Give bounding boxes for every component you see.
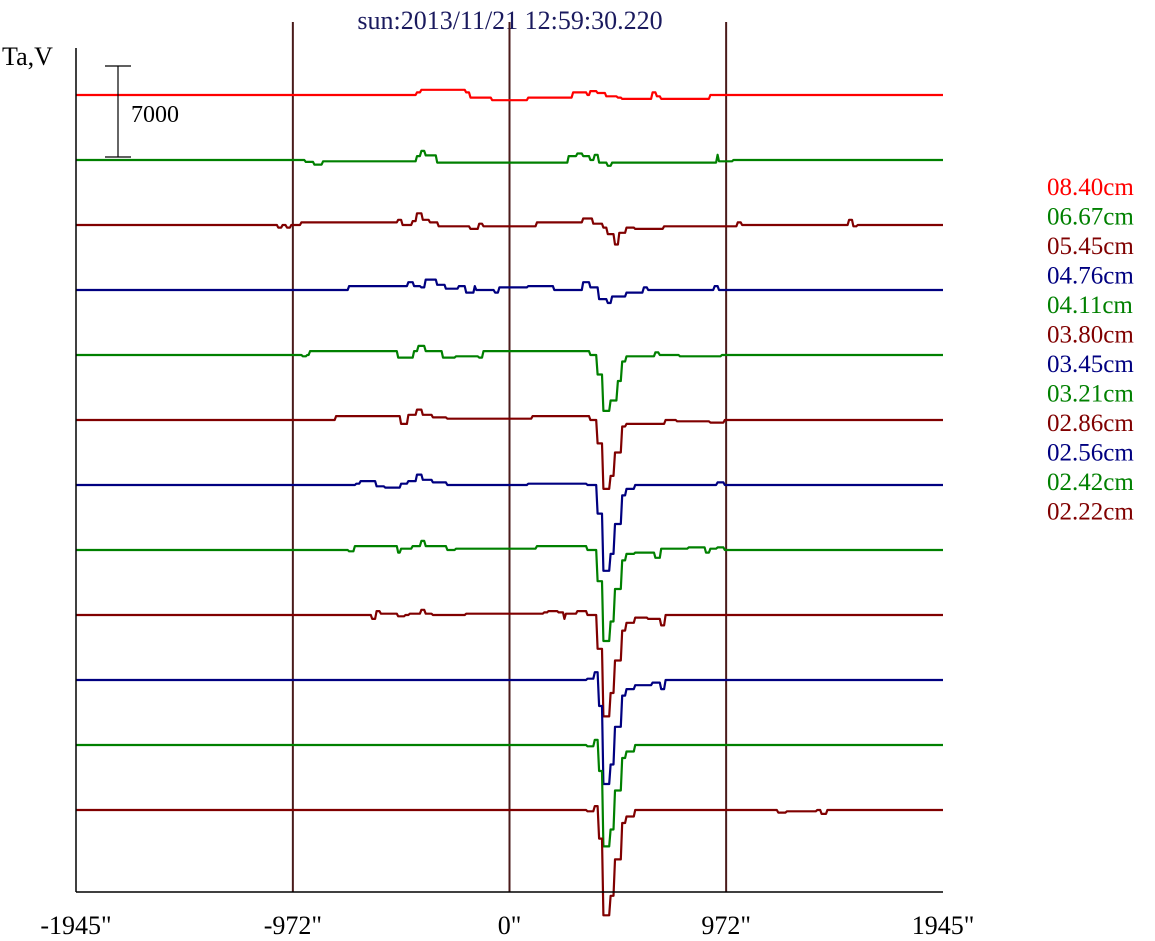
series-line-02.86cm — [76, 608, 943, 718]
series-line-02.56cm — [76, 671, 943, 786]
legend-item: 03.21cm — [1047, 381, 1134, 408]
legend-item: 04.76cm — [1047, 263, 1134, 290]
series-traces — [76, 88, 943, 917]
series-line-03.80cm — [76, 408, 943, 490]
axis-frame — [75, 48, 943, 893]
legend-item: 03.80cm — [1047, 322, 1134, 349]
series-line-02.42cm — [76, 738, 943, 848]
legend-item: 04.11cm — [1047, 292, 1133, 319]
scale-bar: 7000 — [105, 65, 179, 158]
legend-item: 08.40cm — [1047, 174, 1134, 201]
series-line-04.11cm — [76, 344, 943, 412]
series-line-04.76cm — [76, 278, 943, 305]
x-tick-label: 0" — [498, 911, 522, 940]
legend-item: 03.45cm — [1047, 351, 1134, 378]
legend-item: 02.42cm — [1047, 469, 1134, 496]
x-tick-labels: -1945" -972" 0" 972" 1945" — [40, 911, 974, 940]
legend-item: 02.86cm — [1047, 410, 1134, 437]
y-axis-label: Ta,V — [2, 42, 53, 71]
series-line-08.40cm — [76, 88, 943, 102]
series-line-06.67cm — [76, 149, 943, 167]
divider-lines — [291, 22, 728, 892]
series-line-02.22cm — [76, 805, 943, 917]
series-line-05.45cm — [76, 212, 943, 246]
series-line-03.21cm — [76, 539, 943, 643]
x-tick-label: 1945" — [912, 911, 975, 940]
x-tick-label: -1945" — [40, 911, 111, 940]
legend-item: 06.67cm — [1047, 204, 1134, 231]
scale-bar-label: 7000 — [131, 102, 179, 128]
legend-item: 02.22cm — [1047, 499, 1134, 526]
x-tick-label: 972" — [701, 911, 751, 940]
legend-item: 02.56cm — [1047, 440, 1134, 467]
legend-item: 05.45cm — [1047, 233, 1134, 260]
x-tick-label: -972" — [264, 911, 322, 940]
series-line-03.45cm — [76, 473, 943, 572]
